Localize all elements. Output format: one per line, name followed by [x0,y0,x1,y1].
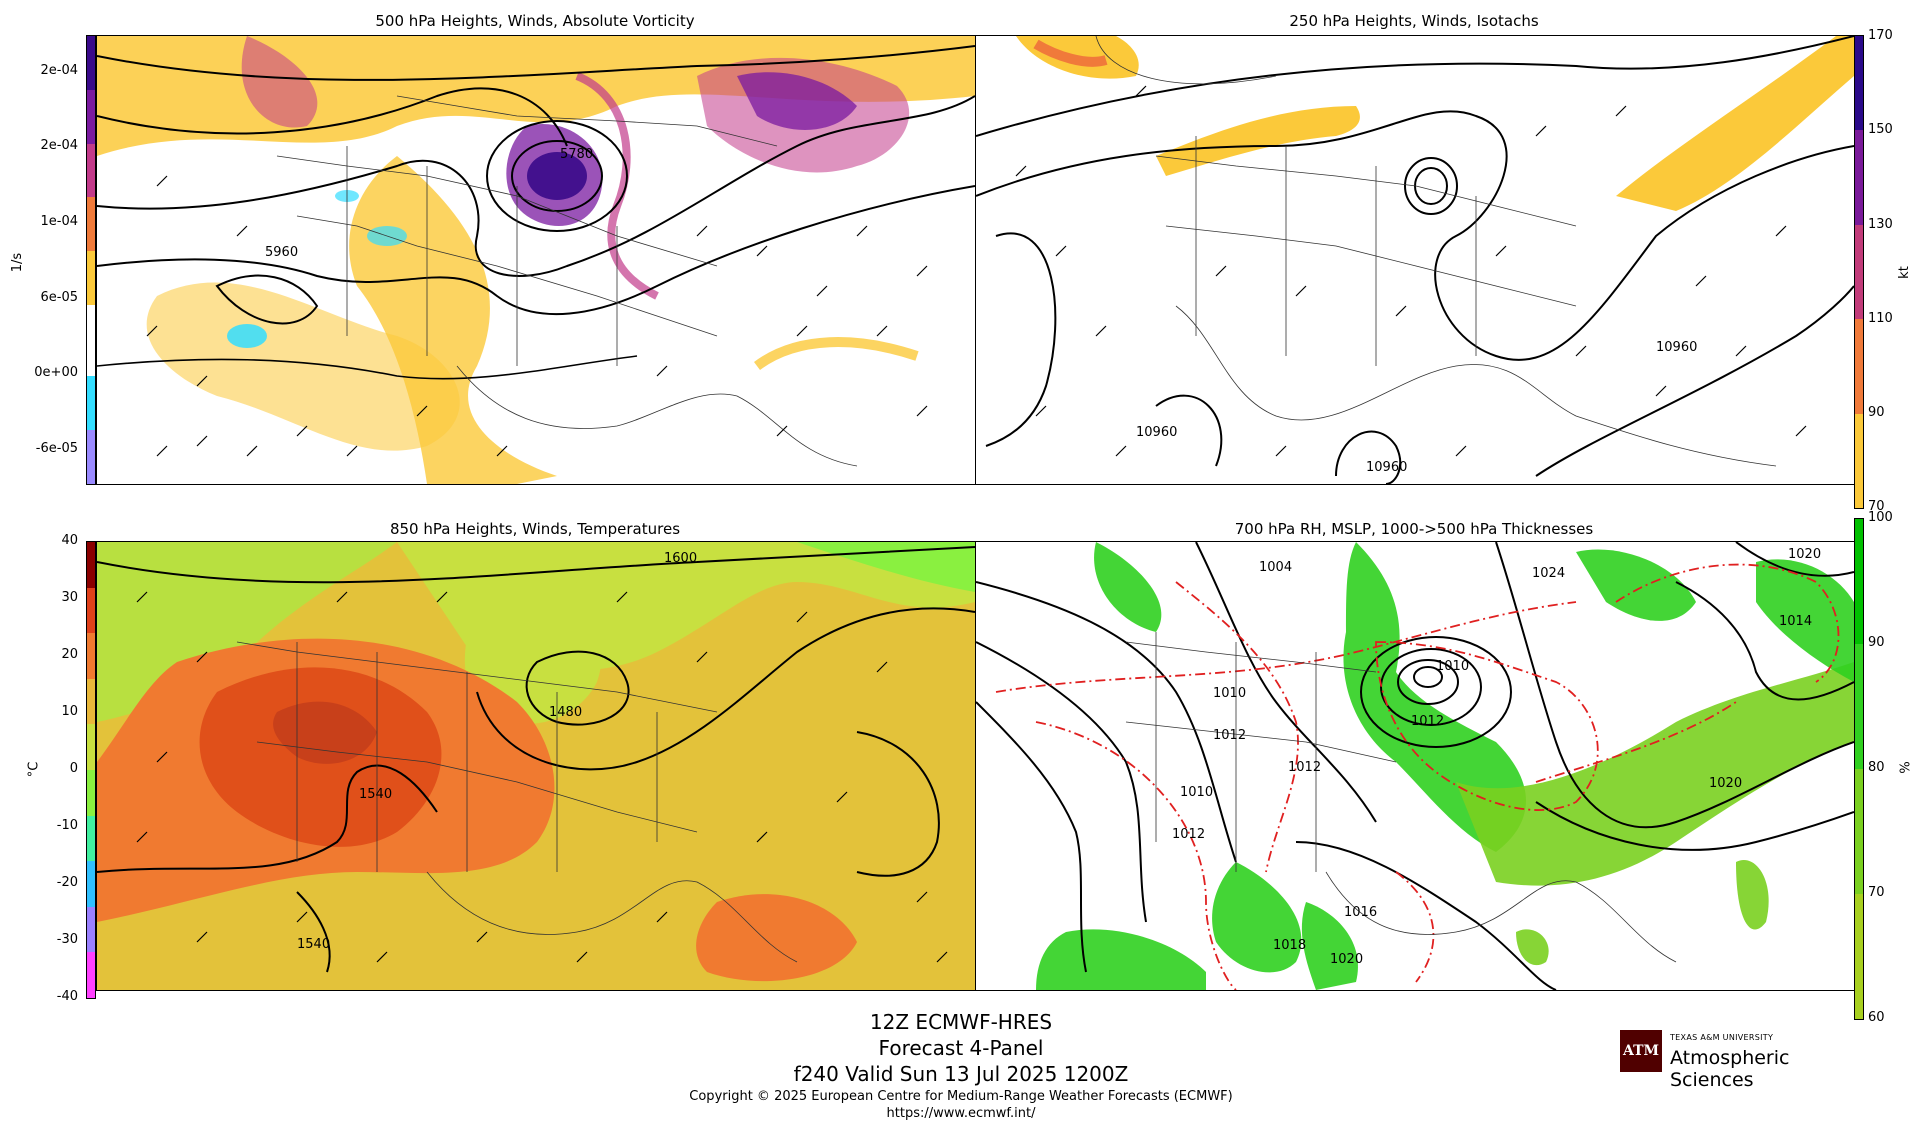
contour-label: 1020 [1709,776,1742,791]
rh-unit: % [1898,761,1914,774]
contour-label: 1480 [549,705,582,720]
rh-colorbar [1854,518,1864,1020]
isotach-map: 10960 10960 10960 [976,36,1854,484]
rh-tick: 60 [1868,1010,1885,1025]
temperature-colorbar [86,541,96,999]
contour-label: 1010 [1436,659,1469,674]
map-panel-250hpa: 10960 10960 10960 [975,35,1855,485]
model-title: 12Z ECMWF-HRES [869,1010,1053,1034]
isotach-tick: 90 [1868,405,1885,420]
logo-department: Atmospheric Sciences [1670,1047,1790,1091]
contour-label: 1010 [1180,785,1213,800]
tamu-atmos-logo: ATM TEXAS A&M UNIVERSITY Atmospheric Sci… [1620,1030,1850,1091]
vorticity-unit: 1/s [10,252,26,273]
contour-label: 1024 [1532,566,1565,581]
contour-label: 1540 [297,937,330,952]
rh-tick: 100 [1868,510,1893,525]
contour-label: 1010 [1213,686,1246,701]
panel-title-500hpa: 500 hPa Heights, Winds, Absolute Vortici… [375,12,695,30]
contour-label: 1012 [1288,760,1321,775]
valid-time: f240 Valid Sun 13 Jul 2025 1200Z [793,1062,1129,1086]
temperature-tick: 0 [69,761,78,776]
vorticity-tick: 2e-04 [40,138,78,153]
isotach-colorbar [1854,35,1864,509]
contour-label: 1014 [1779,614,1812,629]
map-panel-850hpa: 1600 1480 1540 1540 [96,541,976,991]
logo-university: TEXAS A&M UNIVERSITY [1670,1033,1774,1042]
isotach-tick: 170 [1868,28,1893,43]
temperature-tick: -20 [56,875,78,890]
map-panel-500hpa: 5960 5780 [96,35,976,485]
contour-label: 5780 [560,147,593,162]
rh-tick: 80 [1868,760,1885,775]
contour-label: 1600 [664,551,697,566]
contour-label: 1020 [1330,952,1363,967]
temperature-map: 1600 1480 1540 1540 [97,542,975,990]
temperature-tick: 20 [61,647,78,662]
temperature-tick: 10 [61,704,78,719]
rh-tick: 90 [1868,635,1885,650]
panel-title-700hpa: 700 hPa RH, MSLP, 1000->500 hPa Thicknes… [1234,520,1594,538]
contour-label: 1540 [359,787,392,802]
isotach-unit: kt [1896,266,1912,279]
isotach-tick: 130 [1868,217,1893,232]
contour-label: 1004 [1259,560,1292,575]
vorticity-tick: 2e-04 [40,63,78,78]
contour-label: 1018 [1273,938,1306,953]
contour-label: 5960 [265,245,298,260]
temperature-tick: -30 [56,932,78,947]
tamu-logo-mark: ATM [1620,1030,1662,1072]
temperature-unit: °C [26,761,42,778]
contour-label: 10960 [1136,425,1177,440]
vorticity-map: 5960 5780 [97,36,975,484]
temperature-tick: 30 [61,590,78,605]
contour-label: 10960 [1656,340,1697,355]
isotach-tick: 150 [1868,122,1893,137]
vorticity-tick: 0e+00 [34,365,78,380]
contour-label: 1020 [1788,547,1821,562]
vorticity-tick: 1e-04 [40,214,78,229]
temperature-tick: -40 [56,989,78,1004]
temperature-tick: 40 [61,533,78,548]
vorticity-colorbar [86,35,96,485]
temperature-tick: -10 [56,818,78,833]
contour-label: 1012 [1213,728,1246,743]
map-panel-700hpa: 1004 1024 1020 1010 1010 1012 1012 1012 … [975,541,1855,991]
panel-title-850hpa: 850 hPa Heights, Winds, Temperatures [389,520,681,538]
vorticity-tick: 6e-05 [40,290,78,305]
isotach-tick: 70 [1868,499,1885,514]
rh-mslp-map: 1004 1024 1020 1010 1010 1012 1012 1012 … [976,542,1854,990]
contour-label: 1016 [1344,905,1377,920]
vorticity-tick: -6e-05 [35,441,78,456]
product-title: Forecast 4-Panel [878,1036,1044,1060]
contour-label: 1012 [1172,827,1205,842]
source-url[interactable]: https://www.ecmwf.int/ [886,1106,1036,1121]
contour-label: 1012 [1411,714,1444,729]
isotach-tick: 110 [1868,311,1893,326]
panel-title-250hpa: 250 hPa Heights, Winds, Isotachs [1289,12,1539,30]
copyright-text: Copyright © 2025 European Centre for Med… [689,1089,1233,1104]
rh-tick: 70 [1868,885,1885,900]
contour-label: 10960 [1366,460,1407,475]
